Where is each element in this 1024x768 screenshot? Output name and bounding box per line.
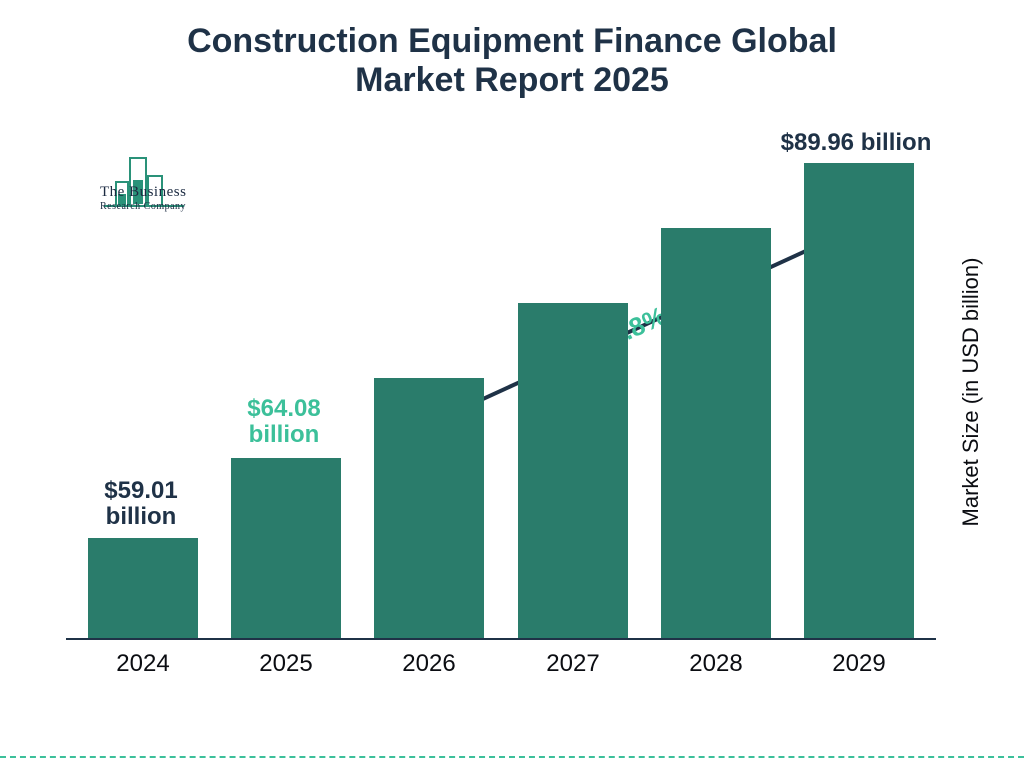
bar-2028: [661, 228, 771, 638]
bar-2025: [231, 458, 341, 638]
plot-area: CAGR 8.8% $59.01billion$64.08billion$89.…: [66, 148, 936, 638]
x-label-2025: 2025: [221, 650, 351, 678]
x-label-2024: 2024: [78, 650, 208, 678]
bottom-dashed-rule: [0, 756, 1024, 758]
chart-canvas: { "title": { "line1": "Construction Equi…: [0, 0, 1024, 768]
bar-value-label-2024: $59.01billion: [76, 478, 206, 531]
bar-2027: [518, 303, 628, 638]
title-line1: Construction Equipment Finance Global: [187, 22, 837, 60]
chart-title: Construction Equipment Finance Global Ma…: [0, 22, 1024, 100]
bar-2024: [88, 538, 198, 638]
y-axis-label: Market Size (in USD billion): [958, 242, 984, 542]
x-label-2029: 2029: [794, 650, 924, 678]
bar-value-label-2029: $89.96 billion: [756, 130, 956, 156]
x-label-2027: 2027: [508, 650, 638, 678]
bar-chart: CAGR 8.8% $59.01billion$64.08billion$89.…: [66, 148, 966, 688]
bar-value-label-2025: $64.08billion: [219, 396, 349, 449]
x-label-2028: 2028: [651, 650, 781, 678]
bar-2026: [374, 378, 484, 638]
x-axis-line: [66, 638, 936, 640]
title-line2: Market Report 2025: [355, 61, 669, 99]
bar-2029: [804, 163, 914, 638]
x-label-2026: 2026: [364, 650, 494, 678]
